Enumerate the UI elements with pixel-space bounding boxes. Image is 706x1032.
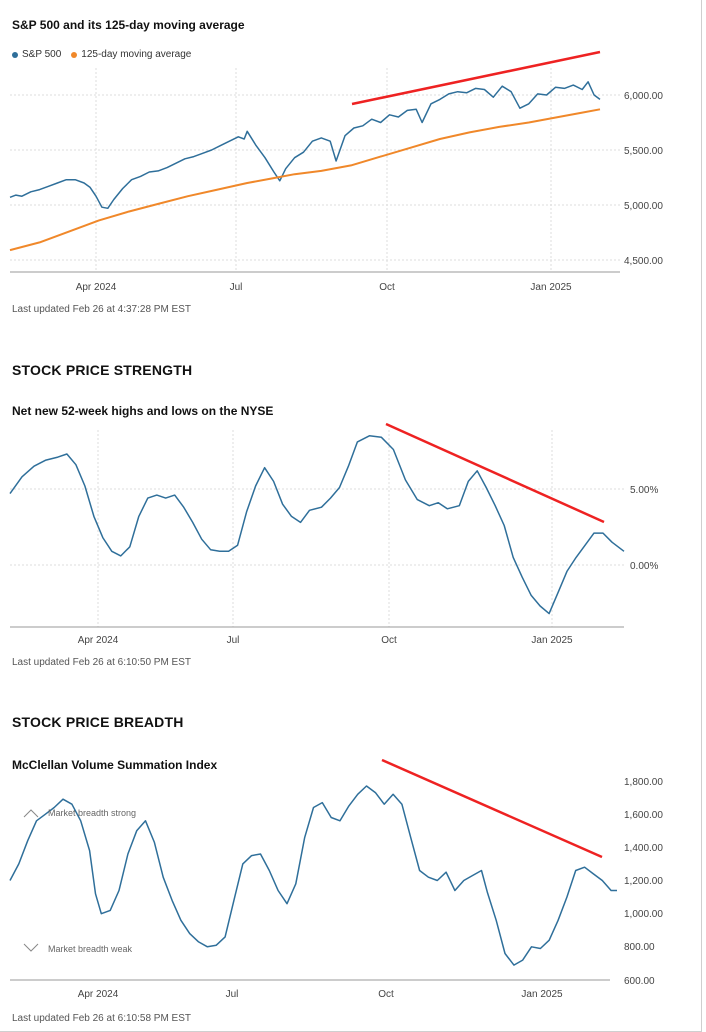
y-tick-label: 5,500.00 bbox=[624, 146, 663, 157]
y-tick-label: 800.00 bbox=[624, 942, 655, 953]
trend-line-annotation bbox=[381, 758, 603, 859]
x-tick-label: Oct bbox=[379, 282, 395, 293]
strength-chart[interactable]: 0.00% 5.00% Apr 2024 Jul Oct Jan 2025 bbox=[0, 0, 706, 660]
breadth-section-heading: STOCK PRICE BREADTH bbox=[12, 714, 184, 730]
sp500-last-updated: Last updated Feb 26 at 4:37:28 PM EST bbox=[12, 304, 192, 315]
series-line-sp500-1[interactable] bbox=[9, 108, 601, 252]
trend-line-annotation bbox=[385, 422, 605, 524]
y-tick-label: 6,000.00 bbox=[624, 91, 663, 102]
series-line-sp500-0[interactable] bbox=[9, 81, 601, 210]
x-tick-label: Oct bbox=[378, 989, 394, 1000]
legend-item-sp500[interactable]: S&P 500 bbox=[12, 49, 61, 60]
x-tick-label: Jul bbox=[227, 635, 240, 646]
y-tick-label: 0.00% bbox=[630, 561, 658, 572]
strength-section-heading: STOCK PRICE STRENGTH bbox=[12, 362, 193, 378]
legend-label-sp500: S&P 500 bbox=[22, 49, 62, 60]
x-tick-label: Jan 2025 bbox=[521, 989, 563, 1000]
legend-label-moving-average: 125-day moving average bbox=[81, 49, 192, 60]
trend-line-annotation bbox=[351, 50, 601, 106]
y-tick-label: 1,600.00 bbox=[624, 810, 663, 821]
legend-item-moving-average[interactable]: 125-day moving average bbox=[71, 49, 191, 60]
x-tick-label: Apr 2024 bbox=[76, 282, 117, 293]
breadth-chart-title: McClellan Volume Summation Index bbox=[12, 758, 218, 772]
chevron-down-icon bbox=[23, 943, 39, 952]
x-tick-label: Apr 2024 bbox=[78, 989, 119, 1000]
series-line-breadth-0[interactable] bbox=[9, 785, 617, 966]
y-tick-label: 5,000.00 bbox=[624, 201, 663, 212]
chevron-up-icon bbox=[23, 809, 39, 818]
y-tick-label: 1,200.00 bbox=[624, 876, 663, 887]
series-line-strength-0[interactable] bbox=[9, 435, 625, 615]
annotation-breadth-weak: Market breadth weak bbox=[48, 944, 133, 954]
x-tick-label: Oct bbox=[381, 635, 397, 646]
x-tick-label: Jan 2025 bbox=[530, 282, 572, 293]
annotation-breadth-strong: Market breadth strong bbox=[48, 808, 136, 818]
x-tick-label: Jul bbox=[226, 989, 239, 1000]
x-tick-label: Jan 2025 bbox=[531, 635, 573, 646]
legend-dot-moving-average bbox=[71, 51, 78, 58]
strength-last-updated: Last updated Feb 26 at 6:10:50 PM EST bbox=[12, 657, 192, 668]
x-tick-label: Jul bbox=[230, 282, 243, 293]
legend-dot-sp500 bbox=[12, 51, 18, 58]
y-tick-label: 1,000.00 bbox=[624, 909, 663, 920]
y-tick-label: 4,500.00 bbox=[624, 256, 663, 267]
x-tick-label: Apr 2024 bbox=[78, 635, 119, 646]
y-tick-label: 5.00% bbox=[630, 485, 658, 496]
breadth-chart[interactable]: 600.00 800.00 1,000.00 1,200.00 1,400.00 1,60… bbox=[0, 0, 706, 1010]
breadth-last-updated: Last updated Feb 26 at 6:10:58 PM EST bbox=[12, 1013, 192, 1024]
y-tick-label: 1,800.00 bbox=[624, 777, 663, 788]
strength-chart-title: Net new 52-week highs and lows on the NY… bbox=[12, 404, 274, 418]
sp500-chart-title: S&P 500 and its 125-day moving average bbox=[12, 18, 245, 32]
y-tick-label: 600.00 bbox=[624, 976, 655, 987]
y-tick-label: 1,400.00 bbox=[624, 843, 663, 854]
sp500-chart[interactable]: 4,500.00 5,000.00 5,500.00 6,000.00 Apr 2024… bbox=[0, 0, 706, 300]
sp500-legend: S&P 500 125-day moving average bbox=[12, 49, 201, 60]
